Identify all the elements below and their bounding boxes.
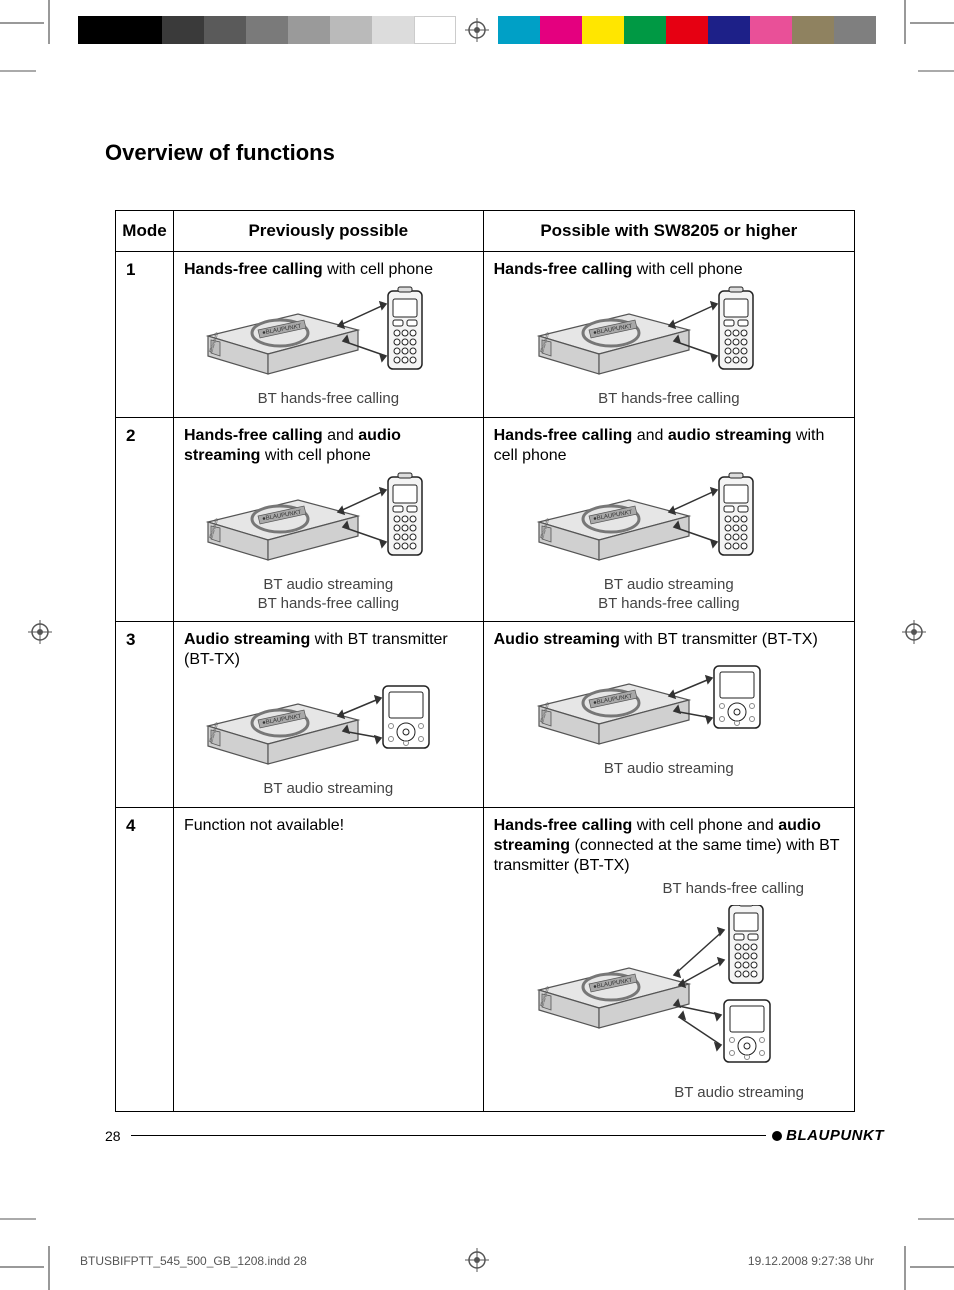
new-desc: Hands-free calling with cell phone	[494, 260, 844, 280]
device-diagram-icon: ●BLAUPUNKT Bluetooth	[198, 676, 458, 771]
prev-cell: Hands-free calling with cell phone ●BLAU…	[173, 252, 483, 418]
new-caption: BT hands-free calling	[494, 390, 844, 409]
new-cell: Audio streaming with BT transmitter (BT-…	[483, 622, 854, 808]
page-footer: 28 BLAUPUNKT	[105, 1127, 884, 1144]
cropmark	[48, 1246, 50, 1290]
prev-caption: BT audio streamingBT hands-free calling	[184, 576, 473, 614]
device-diagram-icon: ●BLAUPUNKT Bluetooth	[198, 286, 458, 381]
new-caption-bottom: BT audio streaming	[494, 1084, 844, 1103]
cropmark	[0, 1218, 36, 1220]
page-content: Overview of functions Mode Previously po…	[105, 100, 884, 1180]
new-cell: Hands-free calling with cell phone and a…	[483, 808, 854, 1112]
registration-mark-icon	[28, 620, 52, 644]
cropmark	[910, 22, 954, 24]
th-mode: Mode	[116, 211, 174, 252]
registration-mark-icon	[465, 18, 489, 42]
mode-cell: 1	[116, 252, 174, 418]
new-caption: BT audio streaming	[494, 760, 844, 779]
functions-table: Mode Previously possible Possible with S…	[115, 210, 855, 1112]
device-diagram-icon: ●BLAUPUNKT Bluetooth	[198, 472, 458, 567]
new-cell: Hands-free calling and audio streaming w…	[483, 417, 854, 622]
cropmark	[0, 1266, 44, 1268]
colorbar-right	[498, 16, 876, 44]
colorbar-left	[78, 16, 456, 44]
new-caption: BT audio streamingBT hands-free calling	[494, 576, 844, 614]
page-title: Overview of functions	[105, 140, 884, 166]
brand-logo: BLAUPUNKT	[772, 1127, 884, 1144]
prev-cell: Hands-free calling and audio streaming w…	[173, 417, 483, 622]
footer-rule	[131, 1135, 767, 1137]
mode-cell: 3	[116, 622, 174, 808]
device-diagram-icon: ●BLAUPUNKT Bluetooth	[529, 472, 809, 567]
prev-cell: Function not available!	[173, 808, 483, 1112]
print-slug: BTUSBIFPTT_545_500_GB_1208.indd 28 19.12…	[80, 1254, 874, 1268]
slug-file: BTUSBIFPTT_545_500_GB_1208.indd 28	[80, 1254, 307, 1268]
cropmark	[0, 22, 44, 24]
registration-mark-icon	[902, 620, 926, 644]
cropmark	[910, 1266, 954, 1268]
cropmark	[0, 70, 36, 72]
prev-desc: Audio streaming with BT transmitter (BT-…	[184, 630, 473, 670]
new-desc: Hands-free calling with cell phone and a…	[494, 816, 844, 876]
new-cell: Hands-free calling with cell phone ●BLAU…	[483, 252, 854, 418]
cropmark	[918, 70, 954, 72]
new-desc: Hands-free calling and audio streaming w…	[494, 426, 844, 466]
prev-caption: BT hands-free calling	[184, 390, 473, 409]
prev-desc: Hands-free calling and audio streaming w…	[184, 426, 473, 466]
prev-desc: Function not available!	[184, 816, 473, 836]
cropmark	[904, 1246, 906, 1290]
cropmark	[904, 0, 906, 44]
slug-stamp: 19.12.2008 9:27:38 Uhr	[748, 1254, 874, 1268]
mode-cell: 4	[116, 808, 174, 1112]
prev-desc: Hands-free calling with cell phone	[184, 260, 473, 280]
cropmark	[918, 1218, 954, 1220]
page-number: 28	[105, 1128, 121, 1144]
device-diagram-icon: ●BLAUPUNKT Bluetooth	[529, 286, 809, 381]
cropmark	[48, 0, 50, 44]
new-desc: Audio streaming with BT transmitter (BT-…	[494, 630, 844, 650]
th-prev: Previously possible	[173, 211, 483, 252]
new-caption-top: BT hands-free calling	[494, 880, 844, 899]
prev-caption: BT audio streaming	[184, 780, 473, 799]
device-diagram-icon: ●BLAUPUNKT Bluetooth	[519, 905, 819, 1075]
device-diagram-icon: ●BLAUPUNKT Bluetooth	[529, 656, 809, 751]
mode-cell: 2	[116, 417, 174, 622]
th-new: Possible with SW8205 or higher	[483, 211, 854, 252]
prev-cell: Audio streaming with BT transmitter (BT-…	[173, 622, 483, 808]
